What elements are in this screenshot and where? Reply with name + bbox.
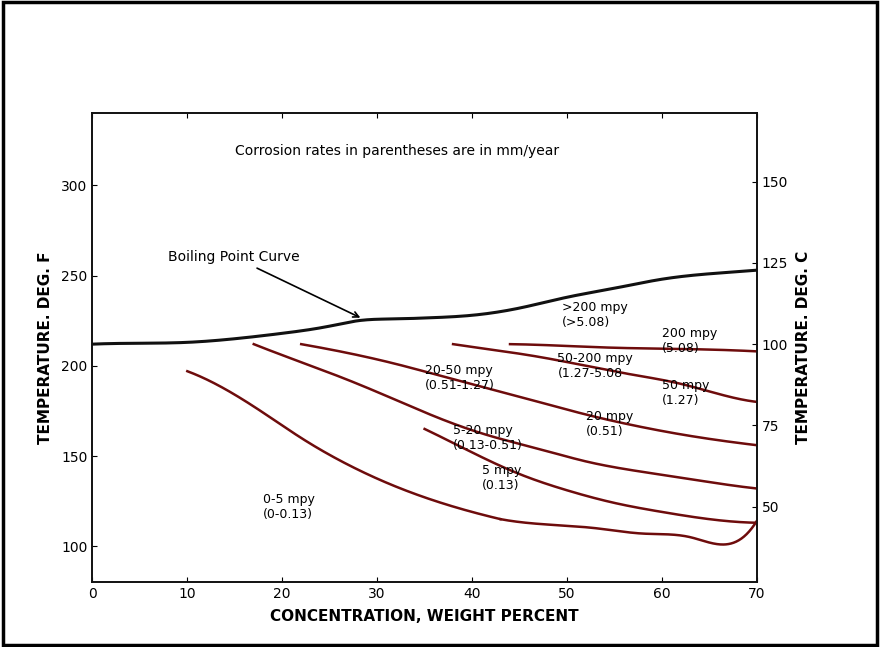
- Text: 5-20 mpy
(0.13-0.51): 5-20 mpy (0.13-0.51): [453, 424, 523, 452]
- Text: 20 mpy
(0.51): 20 mpy (0.51): [586, 410, 634, 437]
- Text: 50 mpy
(1.27): 50 mpy (1.27): [662, 379, 709, 407]
- Text: 20-50 mpy
(0.51-1.27): 20-50 mpy (0.51-1.27): [425, 364, 495, 393]
- Text: HASTELLOY C276 –  RESISTANCE TO NITRIC ACID: HASTELLOY C276 – RESISTANCE TO NITRIC AC…: [22, 20, 625, 40]
- Text: 50-200 mpy
(1.27-5.08: 50-200 mpy (1.27-5.08: [558, 352, 634, 380]
- Text: 0-5 mpy
(0-0.13): 0-5 mpy (0-0.13): [263, 492, 315, 521]
- Text: Corrosion rates in parentheses are in mm/year: Corrosion rates in parentheses are in mm…: [235, 144, 559, 158]
- Y-axis label: TEMPERATURE. DEG. C: TEMPERATURE. DEG. C: [796, 251, 811, 444]
- Text: 200 mpy
(5.08): 200 mpy (5.08): [662, 327, 717, 355]
- Text: >200 mpy
(>5.08): >200 mpy (>5.08): [562, 302, 628, 329]
- Text: 5 mpy
(0.13): 5 mpy (0.13): [481, 464, 521, 492]
- X-axis label: CONCENTRATION, WEIGHT PERCENT: CONCENTRATION, WEIGHT PERCENT: [270, 609, 579, 624]
- Y-axis label: TEMPERATURE. DEG. F: TEMPERATURE. DEG. F: [38, 252, 53, 444]
- Text: Boiling Point Curve: Boiling Point Curve: [168, 250, 359, 317]
